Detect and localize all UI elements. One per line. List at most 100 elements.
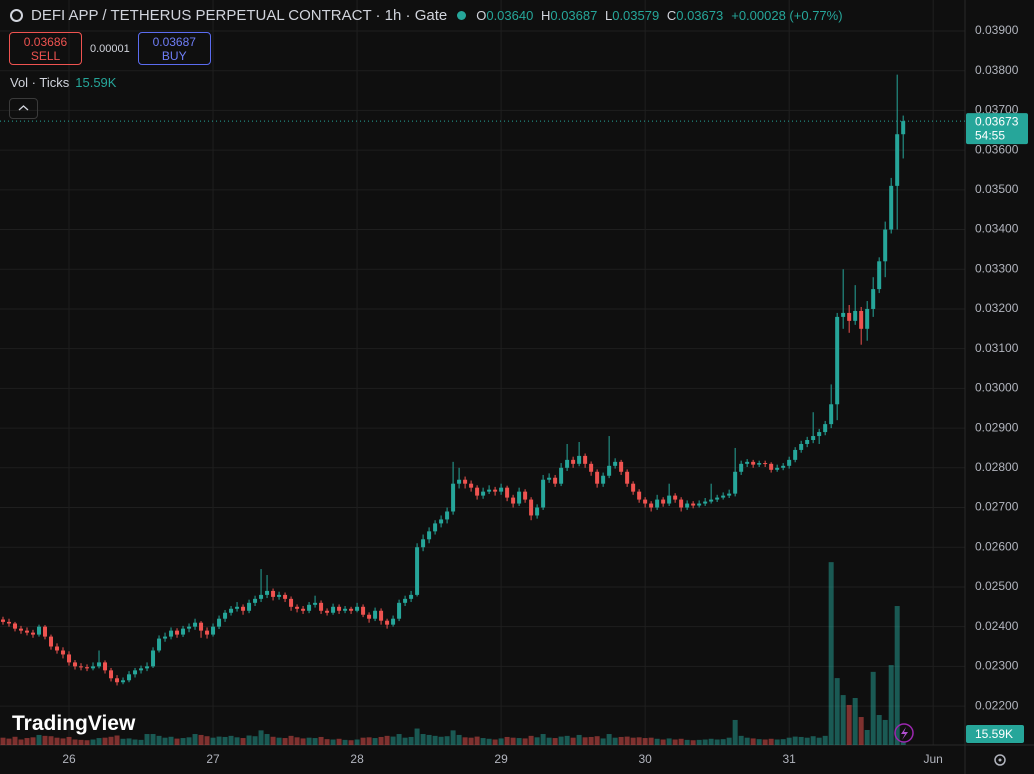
volume-bar [72,739,78,745]
candle-body [295,606,300,609]
volume-bar [498,738,504,745]
candle-body [505,487,510,498]
candle-body [85,667,90,669]
candle-body [49,636,54,647]
volume-bar [684,739,690,745]
candle-body [127,674,132,681]
candle-body [421,539,426,548]
symbol[interactable]: DEFI APP / TETHERUS PERPETUAL CONTRACT ·… [31,7,448,24]
volume-bar [252,736,258,745]
volume-bar [606,734,612,745]
volume-bar [294,737,300,745]
volume-bar [312,738,318,745]
candle-body [415,547,420,595]
volume-bar [516,738,522,745]
volume-bar [54,737,60,745]
volume-bar [564,735,570,745]
candle-body [859,310,864,329]
volume-bar [486,738,492,745]
candle-body [229,608,234,613]
candle-body [811,436,816,441]
candle-body [595,471,600,484]
ohlc-key: O [476,8,487,23]
volume-bar [102,737,108,745]
buy-button[interactable]: 0.03687 BUY [137,32,211,65]
volume-bar [138,739,144,745]
candle-body [103,662,108,671]
candle-body [337,606,342,611]
volume-bar [468,737,474,745]
candle-body [685,503,690,508]
candle-body [355,606,360,611]
candle-body [769,463,774,470]
replay-icon[interactable] [894,723,914,743]
volume-bar [888,665,894,745]
volume-bar [846,704,852,745]
volume-tag-value: 15.59K [975,727,1013,741]
candle-body [535,507,540,516]
candle-body [7,621,12,624]
volume-bar [66,736,72,745]
candle-body [751,461,756,465]
candle-body [841,312,846,317]
volume-bar [762,739,768,745]
candle-body [241,606,246,611]
candle-body [73,662,78,667]
candle-body [625,471,630,484]
volume-bar [642,738,648,745]
sell-button[interactable]: 0.03686 SELL [9,32,82,65]
header: DEFI APP / TETHERUS PERPETUAL CONTRACT ·… [10,7,843,24]
candle-body [889,185,894,230]
candle-body [589,463,594,472]
volume-bar [162,737,168,745]
volume-bar [222,736,228,745]
x-tick-label: 26 [62,752,76,766]
candle-body [511,497,516,504]
volume-bar [60,738,66,745]
candle-body [235,606,240,609]
y-tick-label: 0.03800 [975,63,1019,77]
candle-body [343,608,348,611]
volume-label[interactable]: Vol · Ticks [10,75,70,90]
volume-bar [234,737,240,745]
candle-body [901,121,906,135]
collapse-button[interactable] [9,98,38,119]
volume-bar [492,739,498,745]
volume-bar [660,739,666,745]
logo[interactable]: TradingView [12,712,136,735]
y-tick-label: 0.02400 [975,619,1019,633]
candle-body [313,602,318,605]
candle-body [169,630,174,637]
candle-body [817,432,822,437]
volume-bar [834,678,840,745]
candle-body [661,499,666,504]
candle-body [559,467,564,484]
icon-bolt [901,727,908,740]
volume-bar [750,738,756,745]
candle-body [367,614,372,619]
candle-body [385,620,390,625]
candle-body [757,463,762,465]
candle-body [247,602,252,611]
candle-body [607,465,612,476]
candle-body [61,650,66,655]
volume-bar [870,671,876,745]
x-tick-label: 28 [350,752,364,766]
volume-bar [828,562,834,745]
settings-icon[interactable] [994,754,1006,766]
volume-bar [402,737,408,745]
volume-bar [792,736,798,745]
candle-body [361,606,366,615]
candle-body [469,483,474,488]
volume-bar [798,736,804,745]
volume-bar [30,737,36,745]
volume-bar [630,737,636,745]
candle-body [283,594,288,599]
volume-bar [588,736,594,745]
candle-body [325,610,330,613]
status-icon [10,9,23,22]
volume-bar [444,736,450,745]
y-tick-label: 0.03500 [975,182,1019,196]
candle-body [727,493,732,496]
sell-label: SELL [30,48,61,63]
